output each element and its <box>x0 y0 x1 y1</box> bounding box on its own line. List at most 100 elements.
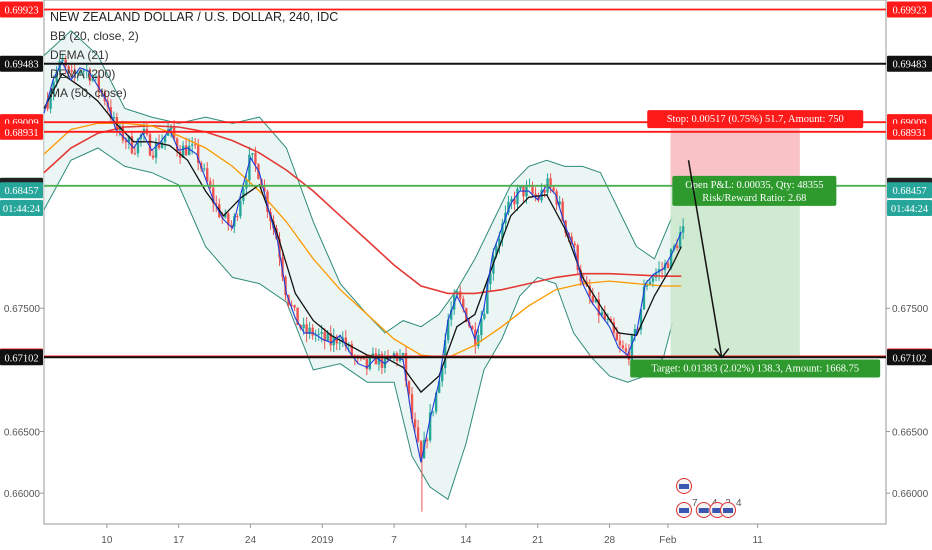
price-tag-1-text-right: 0.68457 <box>892 186 926 197</box>
x-tick-7: 28 <box>604 535 616 546</box>
dema21-line <box>43 73 682 394</box>
candle-body <box>350 344 354 357</box>
candle-body <box>215 203 218 205</box>
candle-body <box>534 193 537 197</box>
candle-body <box>582 281 585 283</box>
economic-events: 7434 <box>676 478 742 518</box>
candle-body <box>501 223 504 239</box>
candle-body <box>344 337 347 347</box>
level-tag-3-right <box>887 123 932 140</box>
candle-body <box>151 155 155 158</box>
level-tag-1-right <box>887 55 932 72</box>
stop-zone <box>670 122 800 186</box>
y-tick-right-0: 0.67500 <box>892 304 929 315</box>
stop-label-text-0: Stop: 0.00517 (0.75%) 51.7, Amount: 750 <box>667 114 844 125</box>
candle-body <box>407 381 411 395</box>
candle-body <box>55 71 58 82</box>
legend-dema21[interactable]: DEMA (21) <box>50 48 109 62</box>
candle-body <box>648 281 652 286</box>
candle-body <box>157 142 161 148</box>
x-tick-2: 24 <box>245 535 257 546</box>
y-tick-left-2: 0.66000 <box>4 489 41 500</box>
candle-body <box>618 340 622 346</box>
candle-body <box>516 188 519 205</box>
candle-body <box>419 441 423 459</box>
level-tag-0-text-right: 0.69923 <box>892 5 926 16</box>
candle-body <box>410 394 414 420</box>
candle-body <box>278 239 281 258</box>
x-tick-9: 11 <box>752 535 763 546</box>
candle-body <box>305 324 308 334</box>
candle-body <box>97 75 100 91</box>
pl-label-text-0: Open P&L: 0.00035, Qty: 48355 <box>685 180 823 191</box>
candle-body <box>73 71 76 74</box>
legend-bb[interactable]: BB (20, close, 2) <box>50 29 139 43</box>
candle-body <box>263 187 266 192</box>
candle-body <box>645 285 649 287</box>
x-tick-8: Feb <box>659 535 677 546</box>
candle-body <box>245 180 248 189</box>
candle-body <box>130 136 134 154</box>
candle-body <box>651 277 655 282</box>
event-flag-stripe-0 <box>679 484 690 489</box>
candle-body <box>531 185 534 194</box>
level-tag-2-text-left: 0.69009 <box>4 118 38 129</box>
candle-body <box>67 66 70 71</box>
candle-body <box>513 198 516 205</box>
candle-body <box>94 75 97 78</box>
candle-body <box>133 153 137 155</box>
candle-body <box>79 71 82 74</box>
candle-body <box>666 263 670 269</box>
y-tick-right-1: 0.66500 <box>892 428 929 439</box>
candle-body <box>121 125 125 141</box>
candle-body <box>495 246 498 256</box>
candle-body <box>450 309 453 320</box>
candle-body <box>588 285 591 297</box>
x-tick-0: 10 <box>101 535 113 546</box>
candle-body <box>362 358 366 360</box>
candle-body <box>311 327 314 336</box>
legend-ma50[interactable]: MA (50, close) <box>50 86 127 100</box>
fast-line <box>43 60 682 463</box>
price-tag-1-right <box>887 182 932 199</box>
candle-body <box>169 125 173 130</box>
x-tick-4: 7 <box>391 535 397 546</box>
x-tick-5: 14 <box>460 535 472 546</box>
pl-label-text-1: Risk/Reward Ratio: 2.68 <box>702 193 806 204</box>
bb-lower-line <box>43 147 673 501</box>
target-label-text-0: Target: 0.01383 (2.02%) 138.3, Amount: 1… <box>651 363 859 374</box>
candle-body <box>510 198 513 202</box>
legend-dema200[interactable]: DEMA (200) <box>50 67 116 81</box>
y-tick-left-1: 0.66500 <box>4 428 41 439</box>
candle-body <box>184 145 188 156</box>
candle-body <box>642 286 646 310</box>
candle-body <box>227 213 230 225</box>
candle-body <box>678 232 682 248</box>
candle-body <box>606 319 610 321</box>
candle-body <box>459 291 462 299</box>
candle-body <box>383 355 387 368</box>
candle-body <box>669 249 673 269</box>
candle-body <box>209 181 212 188</box>
level-tag-0-left <box>0 1 43 18</box>
event-flag-stripe-1 <box>679 508 690 513</box>
candle-body <box>163 135 167 143</box>
candle-body <box>368 357 372 370</box>
level-tag-2-text-right: 0.69009 <box>892 118 926 129</box>
candle-body <box>124 140 128 143</box>
level-tag-1-text-right: 0.69483 <box>892 60 926 71</box>
candle-body <box>281 257 284 277</box>
candle-body <box>193 144 197 146</box>
candle-body <box>612 322 616 333</box>
stop-label-box <box>647 110 864 129</box>
price-tag-1-text-left: 0.68457 <box>4 186 38 197</box>
candle-body <box>160 142 164 148</box>
candle-body <box>440 368 444 382</box>
candle-body <box>181 145 185 158</box>
x-tick-6: 21 <box>532 535 544 546</box>
candle-body <box>296 307 299 326</box>
candle-body <box>206 168 209 182</box>
candle-body <box>507 201 510 213</box>
candle-body <box>224 213 227 218</box>
